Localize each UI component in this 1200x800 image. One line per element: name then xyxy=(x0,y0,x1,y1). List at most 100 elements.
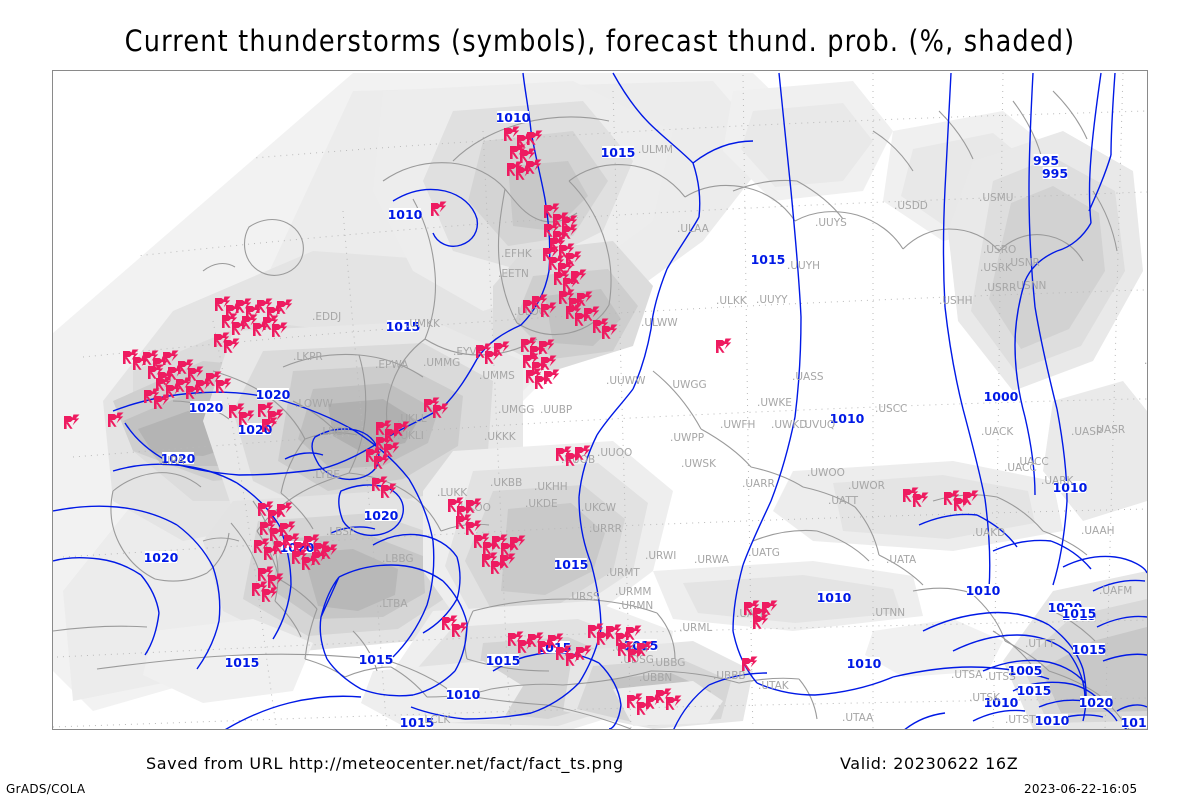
thunderstorm-symbol xyxy=(196,378,212,393)
isobar-label: 1005 xyxy=(1008,663,1043,678)
station-label: .UKOO xyxy=(457,502,491,514)
station-label: .UTSK xyxy=(969,692,1001,704)
isobar-label: 1015 xyxy=(359,652,394,667)
isobar-label: 1020 xyxy=(189,400,224,415)
thunderstorm-symbol xyxy=(206,371,222,386)
thunderstorm-symbol xyxy=(277,502,293,517)
station-label: .USRR xyxy=(984,282,1016,294)
isobar-label: 1015 xyxy=(601,145,636,160)
station-label: .USNN xyxy=(1013,280,1046,292)
isobar-label: 1010 xyxy=(388,207,423,222)
thunderstorm-symbol xyxy=(236,298,252,313)
station-label: .UTAK xyxy=(758,680,790,692)
station-label: .UWSK xyxy=(681,458,717,470)
thunderstorm-symbol xyxy=(322,544,338,559)
thunderstorm-symbol xyxy=(606,624,622,639)
station-label: .UKKK xyxy=(484,431,517,443)
thunderstorm-symbol xyxy=(562,224,578,239)
station-label: .UARR xyxy=(742,478,775,490)
thunderstorm-symbol xyxy=(64,414,80,429)
svg-text:1015: 1015 xyxy=(601,145,636,160)
page-title: Current thunderstorms (symbols), forecas… xyxy=(124,24,1076,58)
svg-text:1010: 1010 xyxy=(1053,480,1088,495)
thunderstorm-symbol xyxy=(448,497,464,512)
thunderstorm-symbol xyxy=(376,420,392,435)
thunderstorm-symbol xyxy=(559,289,575,304)
isobar-label: 1015 xyxy=(554,557,589,572)
station-label: .EYVI xyxy=(453,346,480,358)
station-label: .EETN xyxy=(498,268,529,280)
weather-map-frame[interactable]: 1010 1015 1010 1015 1015 995 995 1020 1020 1020 10… xyxy=(52,70,1148,730)
station-label: .UACK xyxy=(981,426,1014,438)
thunderstorm-symbol xyxy=(433,403,449,418)
thunderstorm-symbol xyxy=(716,338,732,353)
station-label: .UTST xyxy=(1005,714,1036,726)
svg-text:1015: 1015 xyxy=(1121,715,1147,729)
station-label: .LOWW xyxy=(295,398,333,410)
station-label: .UWKE xyxy=(757,397,792,409)
thunderstorm-symbol xyxy=(474,533,490,548)
station-label: .USDD xyxy=(894,200,928,212)
station-label: .UWKD xyxy=(771,419,807,431)
svg-text:1010: 1010 xyxy=(984,695,1019,710)
svg-text:1020: 1020 xyxy=(189,400,224,415)
thunderstorm-symbol xyxy=(544,203,560,218)
thunderstorm-symbol xyxy=(442,615,458,630)
svg-text:1015: 1015 xyxy=(225,655,260,670)
station-label: .UAFM xyxy=(1099,585,1132,597)
station-label: .UKBB xyxy=(490,477,522,489)
station-label: .UNNT xyxy=(1144,355,1147,367)
thunderstorm-symbol xyxy=(258,566,274,581)
thunderstorm-symbol xyxy=(903,487,919,502)
isobar-label: 1020 xyxy=(256,387,291,402)
thunderstorm-symbol xyxy=(637,700,653,715)
svg-text:1010: 1010 xyxy=(388,207,423,222)
station-label: .UBBB xyxy=(713,670,746,682)
thunderstorm-symbol xyxy=(544,222,560,237)
isobar-label: 1015 xyxy=(386,319,421,334)
thunderstorm-symbol xyxy=(214,332,230,347)
thunderstorm-symbol xyxy=(284,533,300,548)
station-label: .UACC xyxy=(1004,462,1037,474)
producer-text: GrADS/COLA xyxy=(6,782,86,796)
station-label: .URMT xyxy=(606,567,640,579)
station-label: .UASS xyxy=(792,371,824,383)
station-label: .UKHH xyxy=(534,481,568,493)
station-label: .UBBN xyxy=(639,672,672,684)
thunderstorm-symbol xyxy=(559,243,575,258)
svg-text:1015: 1015 xyxy=(386,319,421,334)
thunderstorm-symbol xyxy=(548,633,564,648)
station-label: .URMM xyxy=(615,586,651,598)
thunderstorm-symbol xyxy=(510,144,526,159)
isobar-label: 995 xyxy=(1033,153,1059,168)
isobar-label: 1015 xyxy=(225,655,260,670)
thunderstorm-symbol xyxy=(262,587,278,602)
station-label: .USCC xyxy=(875,403,907,415)
thunderstorm-symbol xyxy=(504,126,520,141)
isobar-label: 1010 xyxy=(984,695,1019,710)
thunderstorm-symbol xyxy=(254,538,270,553)
station-label: .UTNN xyxy=(872,607,905,619)
station-label: .LYBE xyxy=(312,469,340,481)
isobar-label: 1015 xyxy=(1121,715,1147,729)
thunderstorm-symbol xyxy=(148,364,164,379)
thunderstorm-symbol xyxy=(176,377,192,392)
station-label: .LUKK xyxy=(437,487,468,499)
svg-text:995: 995 xyxy=(1033,153,1059,168)
station-label: .LIRA xyxy=(158,455,185,467)
svg-text:1005: 1005 xyxy=(1008,663,1043,678)
thunderstorm-symbol xyxy=(260,520,276,535)
weather-map-canvas[interactable]: 1010 1015 1010 1015 1015 995 995 1020 1020 1020 10… xyxy=(53,71,1147,729)
thunderstorm-symbol xyxy=(577,291,593,306)
thunderstorm-symbol xyxy=(566,251,582,266)
station-label: .URSS xyxy=(568,591,600,603)
thunderstorm-symbol xyxy=(452,622,468,637)
thunderstorm-symbol xyxy=(224,338,240,353)
svg-text:1020: 1020 xyxy=(144,550,179,565)
thunderstorm-symbol xyxy=(576,645,592,660)
thunderstorm-symbol xyxy=(456,514,472,529)
station-label: .UUBP xyxy=(540,404,572,416)
station-label: .URMN xyxy=(618,600,653,612)
coastlines-borders xyxy=(53,90,1130,729)
thunderstorm-symbol xyxy=(944,490,960,505)
